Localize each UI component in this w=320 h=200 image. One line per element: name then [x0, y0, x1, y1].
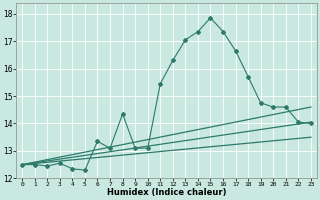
X-axis label: Humidex (Indice chaleur): Humidex (Indice chaleur) [107, 188, 226, 197]
